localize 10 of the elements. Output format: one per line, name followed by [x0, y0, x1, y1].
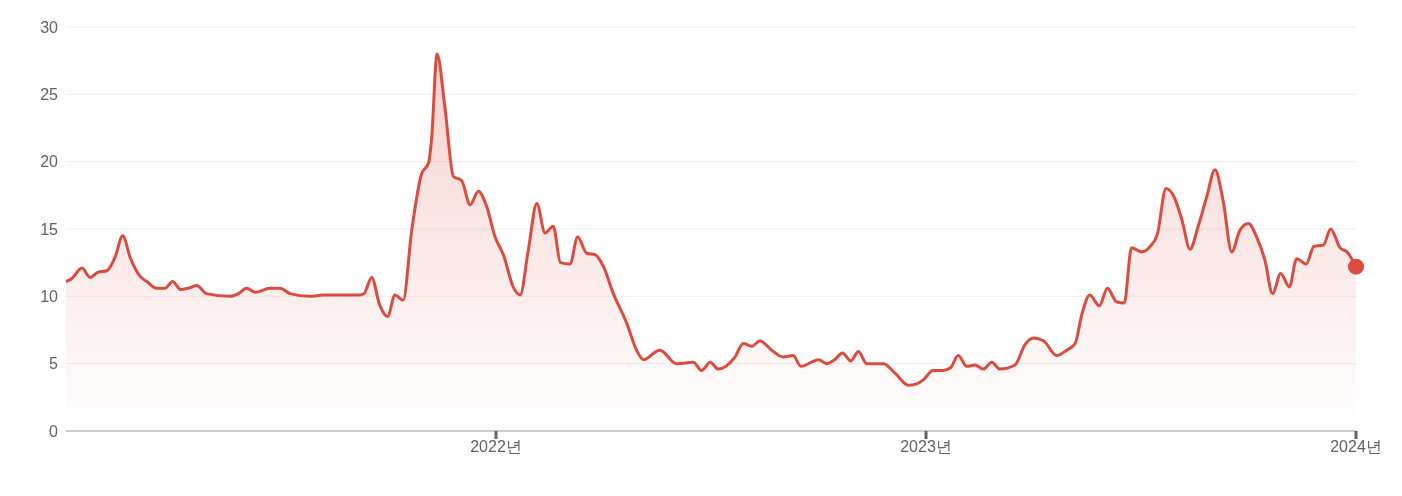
x-tick-label: 2022년 — [470, 438, 522, 456]
y-tick-label: 20 — [40, 153, 59, 171]
x-tick-label: 2024년 — [1330, 438, 1382, 456]
x-tick-label: 2023년 — [900, 438, 952, 456]
y-tick-label: 10 — [40, 288, 59, 306]
y-tick-label: 0 — [49, 422, 59, 440]
y-tick-label: 30 — [40, 18, 59, 36]
y-tick-label: 5 — [49, 355, 59, 373]
y-tick-label: 15 — [40, 220, 59, 238]
y-tick-label: 25 — [40, 86, 59, 104]
